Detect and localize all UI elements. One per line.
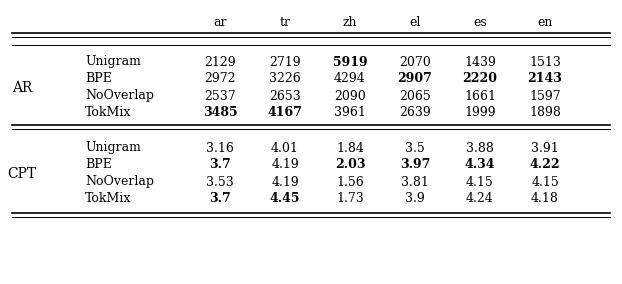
Text: 4167: 4167 xyxy=(267,106,302,120)
Text: 3.9: 3.9 xyxy=(405,193,425,206)
Text: AR: AR xyxy=(12,80,32,95)
Text: 2719: 2719 xyxy=(269,55,301,68)
Text: 2065: 2065 xyxy=(399,89,431,103)
Text: 4.15: 4.15 xyxy=(531,176,559,189)
Text: 2.03: 2.03 xyxy=(335,158,365,172)
Text: 4.18: 4.18 xyxy=(531,193,559,206)
Text: 2129: 2129 xyxy=(204,55,236,68)
Text: 2907: 2907 xyxy=(397,72,432,85)
Text: BPE: BPE xyxy=(85,158,112,172)
Text: 2537: 2537 xyxy=(204,89,236,103)
Text: 3961: 3961 xyxy=(334,106,366,120)
Text: 2070: 2070 xyxy=(399,55,431,68)
Text: CPT: CPT xyxy=(7,166,37,181)
Text: 2653: 2653 xyxy=(269,89,301,103)
Text: BPE: BPE xyxy=(85,72,112,85)
Text: 3485: 3485 xyxy=(203,106,238,120)
Text: 1439: 1439 xyxy=(464,55,496,68)
Text: 4.01: 4.01 xyxy=(271,141,299,154)
Text: es: es xyxy=(473,16,487,28)
Text: 3.88: 3.88 xyxy=(466,141,494,154)
Text: 2143: 2143 xyxy=(527,72,562,85)
Text: 1.84: 1.84 xyxy=(336,141,364,154)
Text: el: el xyxy=(409,16,420,28)
Text: 3.91: 3.91 xyxy=(531,141,559,154)
Text: 1661: 1661 xyxy=(464,89,496,103)
Text: TokMix: TokMix xyxy=(85,106,131,120)
Text: 4.24: 4.24 xyxy=(466,193,494,206)
Text: 3.53: 3.53 xyxy=(206,176,234,189)
Text: 1597: 1597 xyxy=(529,89,561,103)
Text: 3.5: 3.5 xyxy=(405,141,425,154)
Text: ar: ar xyxy=(213,16,227,28)
Text: 1.73: 1.73 xyxy=(336,193,364,206)
Text: en: en xyxy=(537,16,553,28)
Text: Unigram: Unigram xyxy=(85,141,141,154)
Text: 2090: 2090 xyxy=(334,89,366,103)
Text: 1.56: 1.56 xyxy=(336,176,364,189)
Text: 2220: 2220 xyxy=(463,72,498,85)
Text: 4.19: 4.19 xyxy=(271,176,299,189)
Text: 1513: 1513 xyxy=(529,55,561,68)
Text: 4.15: 4.15 xyxy=(466,176,494,189)
Text: tr: tr xyxy=(279,16,290,28)
Text: 4.34: 4.34 xyxy=(465,158,495,172)
Text: 3.81: 3.81 xyxy=(401,176,429,189)
Text: 2639: 2639 xyxy=(399,106,431,120)
Text: NoOverlap: NoOverlap xyxy=(85,176,154,189)
Text: Unigram: Unigram xyxy=(85,55,141,68)
Text: zh: zh xyxy=(343,16,357,28)
Text: 1999: 1999 xyxy=(464,106,496,120)
Text: 3.97: 3.97 xyxy=(400,158,430,172)
Text: 1898: 1898 xyxy=(529,106,561,120)
Text: 5919: 5919 xyxy=(333,55,368,68)
Text: 3226: 3226 xyxy=(269,72,301,85)
Text: 4.22: 4.22 xyxy=(530,158,560,172)
Text: 4294: 4294 xyxy=(334,72,366,85)
Text: 4.45: 4.45 xyxy=(270,193,300,206)
Text: 3.7: 3.7 xyxy=(209,193,231,206)
Text: 4.19: 4.19 xyxy=(271,158,299,172)
Text: 3.16: 3.16 xyxy=(206,141,234,154)
Text: NoOverlap: NoOverlap xyxy=(85,89,154,103)
Text: 3.7: 3.7 xyxy=(209,158,231,172)
Text: 2972: 2972 xyxy=(204,72,236,85)
Text: TokMix: TokMix xyxy=(85,193,131,206)
